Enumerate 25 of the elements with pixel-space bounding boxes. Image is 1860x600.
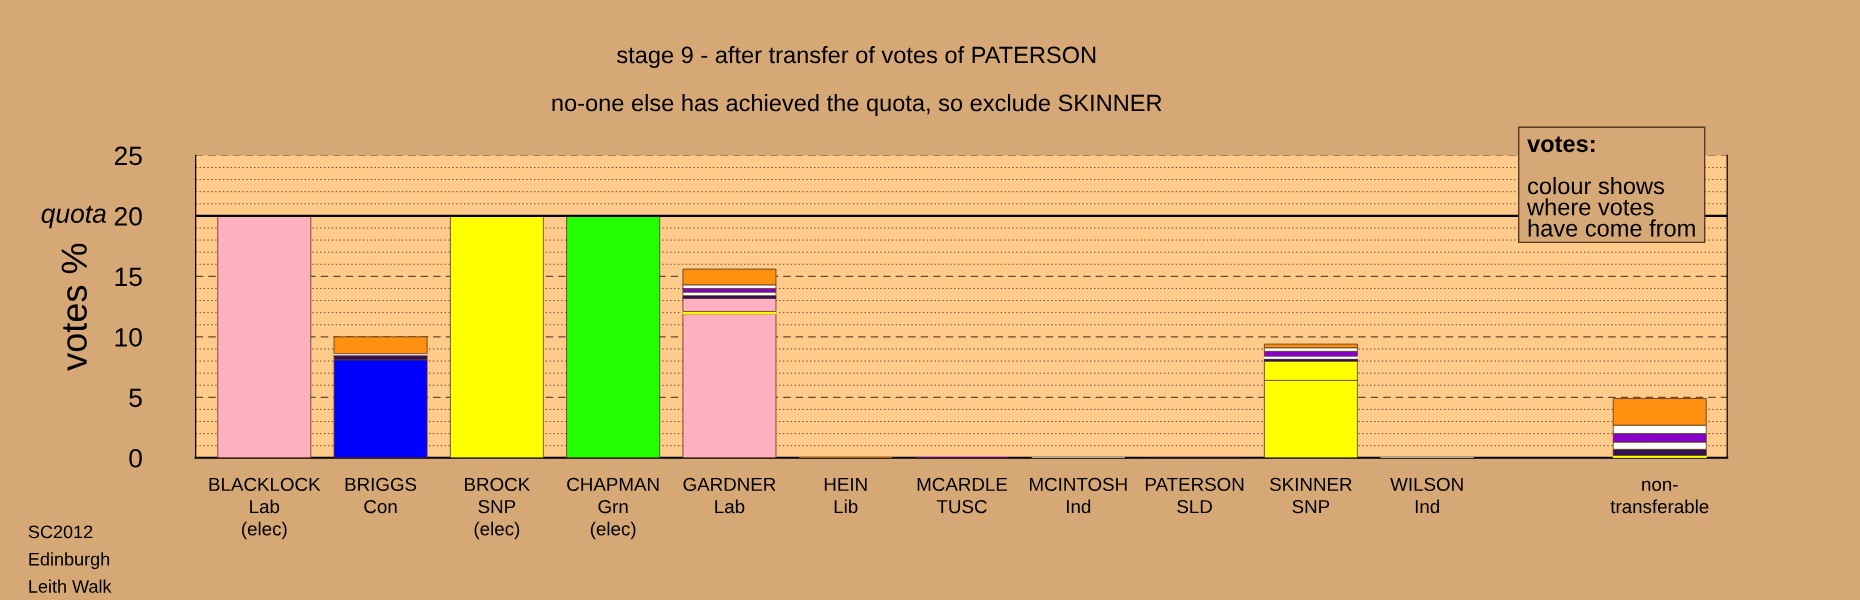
y-tick-label: 25 xyxy=(114,146,142,166)
text: SC2012 Edinburgh Leith Walk xyxy=(28,525,112,593)
x-tick-label: CHAPMAN Grn (elec) xyxy=(567,477,659,540)
text: votes: xyxy=(1527,136,1595,153)
x-tick-label: PATERSON SLD xyxy=(1145,477,1244,514)
x-tick-label: BROCK SNP (elec) xyxy=(465,477,530,540)
y-axis-title: votes % xyxy=(61,243,87,371)
y-tick-label: 15 xyxy=(115,267,142,287)
x-tick-label: MCARDLE TUSC xyxy=(917,477,1008,514)
x-tick-label: non- transferable xyxy=(1610,480,1709,514)
y-tick-label: 10 xyxy=(115,327,142,347)
x-tick-label: BLACKLOCK Lab (elec) xyxy=(209,477,321,540)
ref-line-label: quota xyxy=(41,205,106,229)
x-tick-label: MCINTOSH Ind xyxy=(1030,477,1127,514)
annotation: colour shows where votes have come from xyxy=(1527,177,1695,237)
x-tick-label: WILSON Ind xyxy=(1390,477,1463,514)
x-tick-label: BRIGGS Con xyxy=(345,477,417,514)
y-tick-label: 0 xyxy=(129,448,142,468)
y-tick-label: 5 xyxy=(129,388,142,408)
chart-title: stage 9 - after transfer of votes of PATERSON xyxy=(617,46,1096,68)
x-tick-label: GARDNER Lab xyxy=(683,477,776,514)
x-tick-label: HEIN Lib xyxy=(824,477,867,514)
x-tick-label: SKINNER SNP xyxy=(1270,477,1352,514)
chart-subtitle: no-one else has achieved the quota, so exclude SKINNER xyxy=(552,94,1162,116)
y-tick-label: 20 xyxy=(114,207,142,226)
